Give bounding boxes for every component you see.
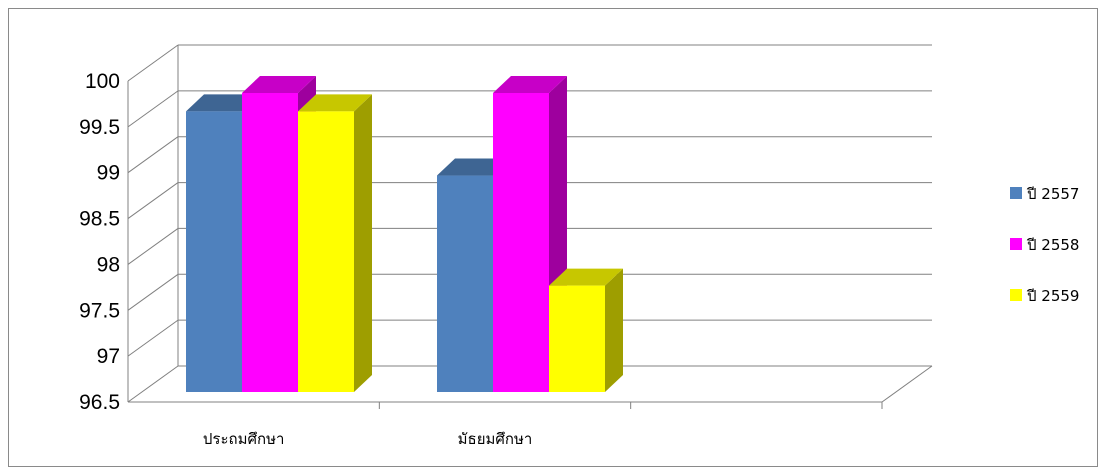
legend-swatch — [1010, 187, 1022, 199]
bar — [493, 76, 567, 392]
y-tick-label: 99 — [97, 162, 120, 185]
bar-front — [549, 285, 605, 392]
bar-top — [242, 76, 316, 93]
legend: ปี 2557 ปี 2558 ปี 2559 — [1010, 185, 1079, 305]
legend-item: ปี 2559 — [1010, 287, 1079, 305]
bar-top — [437, 158, 511, 176]
x-tick-label: มัธยมศึกษา — [458, 430, 533, 448]
y-tick-label: 97.5 — [79, 299, 120, 322]
x-axis-ticks: ประถมศึกษา มัธยมศึกษา — [203, 430, 532, 448]
side-gridline — [127, 136, 179, 174]
legend-item: ปี 2558 — [1010, 236, 1079, 254]
side-gridline — [127, 90, 179, 128]
y-tick-label: 99.5 — [79, 116, 120, 139]
bar-side — [605, 268, 623, 392]
y-tick-label: 96.5 — [79, 391, 120, 414]
legend-label: ปี 2557 — [1026, 185, 1079, 203]
bar-front — [493, 93, 549, 392]
bar — [298, 94, 372, 392]
side-gridline — [127, 365, 179, 403]
legend-label: ปี 2558 — [1026, 236, 1079, 254]
bar — [549, 268, 623, 392]
axes — [127, 45, 933, 409]
bar-side — [354, 94, 372, 392]
y-tick-label: 97 — [97, 345, 120, 368]
side-gridline — [127, 273, 179, 311]
y-tick-label: 100 — [85, 70, 120, 93]
side-gridline — [127, 228, 179, 265]
bar-top — [549, 268, 623, 286]
bar-top — [493, 76, 567, 93]
bar-top — [298, 94, 372, 112]
legend-swatch — [1010, 238, 1022, 250]
legend-swatch — [1010, 289, 1022, 301]
bar-front — [242, 93, 298, 392]
bar-top — [186, 94, 260, 112]
bar-front — [186, 111, 242, 392]
bar-front — [298, 111, 354, 392]
legend-item: ปี 2557 — [1010, 185, 1079, 203]
bars — [186, 76, 623, 392]
side-gridline — [127, 182, 179, 219]
side-gridline — [127, 319, 179, 357]
side-gridline — [127, 44, 179, 82]
bar-front — [437, 175, 493, 392]
legend-label: ปี 2559 — [1026, 287, 1079, 305]
y-tick-label: 98.5 — [79, 208, 120, 231]
x-tick-label: ประถมศึกษา — [203, 430, 285, 448]
y-axis-ticks: 96.5 97 97.5 98 98.5 99 99.5 100 — [79, 70, 120, 414]
y-tick-label: 98 — [97, 253, 120, 276]
floor-right-edge — [881, 365, 933, 403]
